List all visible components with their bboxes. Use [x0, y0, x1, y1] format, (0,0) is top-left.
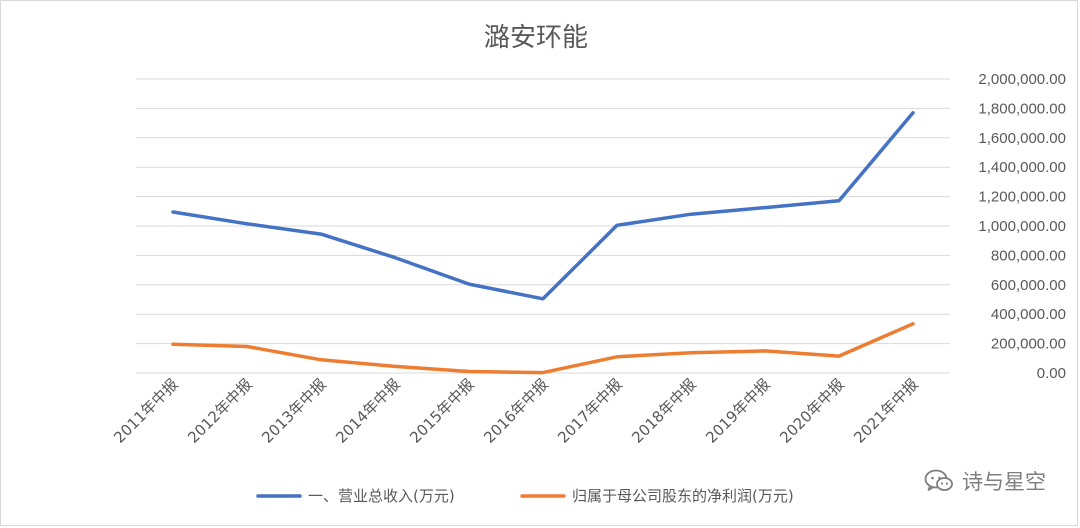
y-tick-label: 800,000.00 [991, 247, 1066, 264]
x-tick-label: 2014年中报 [332, 375, 404, 447]
x-tick-label: 2018年中报 [628, 375, 700, 447]
series-lines [171, 111, 915, 375]
x-axis-ticks: 2011年中报 2012年中报 2013年中报 2014年中报 2015年中报 2016年… [110, 375, 922, 447]
watermark-text: 诗与星空 [962, 470, 1046, 494]
y-tick-label: 600,000.00 [991, 277, 1066, 294]
gridlines [136, 78, 950, 374]
x-tick-label: 2021年中报 [850, 375, 922, 447]
series-line-2 [171, 322, 915, 375]
y-tick-label: 1,600,000.00 [978, 130, 1066, 147]
legend: 一、营业总收入(万元) 归属于母公司股东的净利润(万元) [256, 487, 794, 505]
y-tick-label: 400,000.00 [991, 306, 1066, 323]
legend-label-2: 归属于母公司股东的净利润(万元) [572, 487, 794, 505]
x-tick-label: 2011年中报 [110, 375, 182, 447]
wechat-icon [924, 468, 954, 494]
chart-title: 潞安环能 [484, 23, 588, 53]
x-tick-label: 2020年中报 [776, 375, 848, 447]
y-tick-label: 0.00 [1037, 365, 1066, 382]
y-axis-ticks: 0.00 200,000.00 400,000.00 600,000.00 800,00… [978, 71, 1066, 382]
x-tick-label: 2016年中报 [480, 375, 552, 447]
y-tick-label: 1,000,000.00 [978, 218, 1066, 235]
watermark: 诗与星空 [924, 466, 1046, 496]
legend-label-1: 一、营业总收入(万元) [308, 487, 455, 505]
y-tick-label: 2,000,000.00 [978, 71, 1066, 88]
y-tick-label: 1,400,000.00 [978, 159, 1066, 176]
series-line-1 [171, 111, 915, 301]
x-tick-label: 2017年中报 [554, 375, 626, 447]
y-tick-label: 1,800,000.00 [978, 100, 1066, 117]
x-tick-label: 2013年中报 [258, 375, 330, 447]
y-tick-label: 1,200,000.00 [978, 189, 1066, 206]
x-tick-label: 2012年中报 [184, 375, 256, 447]
x-tick-label: 2015年中报 [406, 375, 478, 447]
y-tick-label: 200,000.00 [991, 336, 1066, 353]
x-tick-label: 2019年中报 [702, 375, 774, 447]
